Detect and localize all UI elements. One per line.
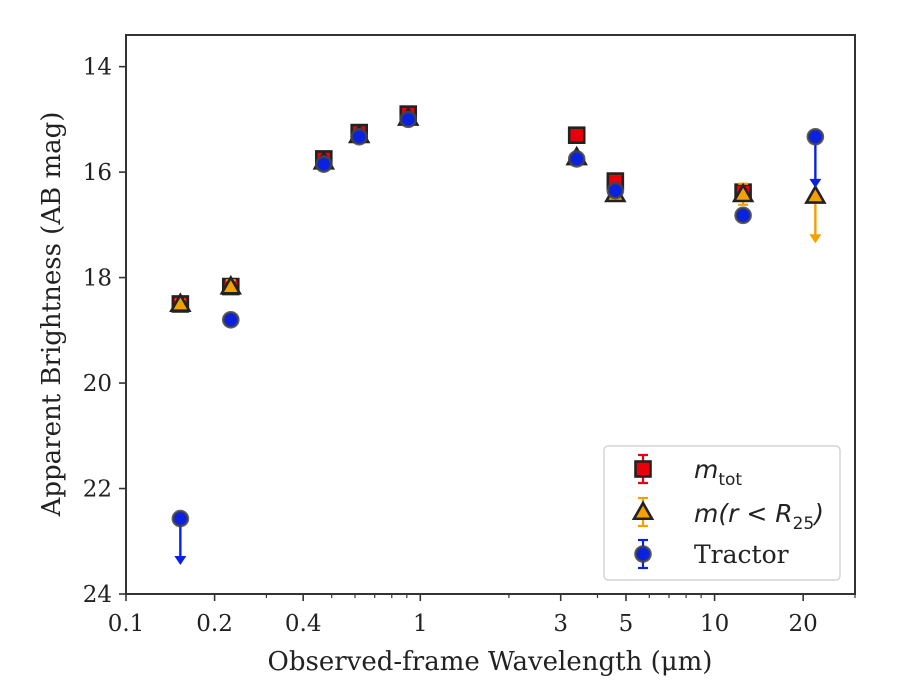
point-circle-4 [399, 110, 418, 129]
point-triangle-7 [731, 182, 755, 203]
y-tick-label-22: 22 [83, 477, 112, 503]
point-circle-7 [734, 206, 752, 225]
point-triangle-8-upper-limit-head [809, 234, 822, 244]
point-circle-2 [314, 155, 333, 174]
point-triangle-1 [219, 274, 243, 295]
x-tick-label-3: 3 [553, 611, 568, 637]
y-tick-label-14: 14 [83, 55, 112, 81]
legend-label-mtot: mtot [694, 455, 742, 490]
legend: mtot m(r < R25) Tractor [603, 445, 841, 581]
y-tick-label-16: 16 [83, 160, 112, 186]
legend-markers [631, 453, 655, 570]
point-circle-8-upper-limit-head [809, 178, 822, 188]
point-square-5 [567, 126, 586, 144]
point-circle-0 [171, 509, 190, 528]
series-circle [171, 110, 825, 565]
y-tick-label-24: 24 [83, 582, 112, 608]
legend-marker-circle [634, 545, 652, 563]
x-tick-label-1: 1 [413, 611, 428, 637]
x-tick-label-20: 20 [789, 611, 818, 637]
x-tick-label-5: 5 [619, 611, 634, 637]
legend-marker-triangle [631, 500, 655, 521]
legend-box [603, 445, 841, 581]
point-circle-1 [221, 310, 240, 329]
y-tick-label-20: 20 [83, 371, 112, 397]
x-tick-label-0.2: 0.2 [196, 611, 233, 637]
point-circle-8 [806, 127, 825, 146]
y-axis-title: Apparent Brightness (AB mag) [37, 112, 67, 518]
legend-label-mr25: m(r < R25) [694, 499, 824, 534]
x-tick-label-0.4: 0.4 [285, 611, 322, 637]
point-circle-6 [606, 181, 625, 200]
x-tick-label-10: 10 [700, 611, 729, 637]
point-triangle-8 [804, 184, 827, 204]
legend-label-tractor: Tractor [694, 540, 789, 569]
point-circle-0-upper-limit-head [174, 555, 187, 565]
axis-ticks: 0.1 0.2 0.4 1 3 5 10 20 14 16 18 20 22 24 [83, 55, 856, 637]
data-points [169, 105, 827, 565]
x-tick-label-0.1: 0.1 [108, 611, 145, 637]
plot-frame [125, 34, 856, 595]
point-circle-3 [350, 127, 368, 146]
point-triangle-0 [169, 292, 192, 313]
point-circle-5 [567, 150, 586, 168]
legend-marker-square [634, 460, 652, 478]
y-tick-label-18: 18 [83, 266, 112, 292]
x-axis-title: Observed-frame Wavelength (μm) [268, 647, 713, 677]
